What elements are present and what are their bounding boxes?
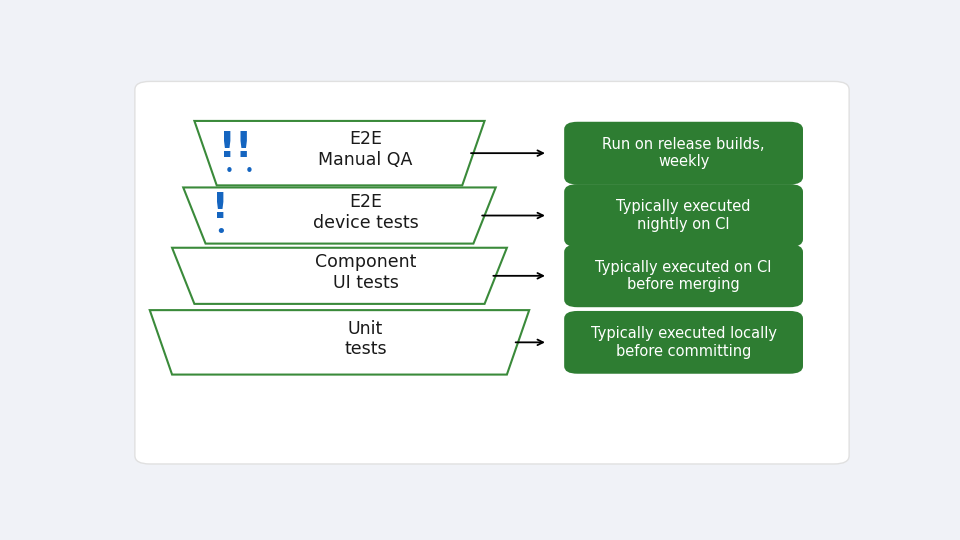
FancyBboxPatch shape: [564, 122, 803, 185]
FancyBboxPatch shape: [564, 311, 803, 374]
Text: Typically executed
nightly on CI: Typically executed nightly on CI: [616, 199, 751, 232]
Text: Typically executed locally
before committing: Typically executed locally before commit…: [590, 326, 777, 359]
Text: E2E
Manual QA: E2E Manual QA: [319, 131, 413, 169]
Text: !!: !!: [219, 130, 252, 164]
Text: !: !: [212, 191, 228, 225]
Text: Typically executed on CI
before merging: Typically executed on CI before merging: [595, 260, 772, 292]
FancyBboxPatch shape: [134, 82, 850, 464]
Text: •: •: [215, 223, 226, 241]
Text: Unit
tests: Unit tests: [345, 320, 387, 359]
Text: E2E
device tests: E2E device tests: [313, 193, 419, 232]
Text: •: •: [244, 164, 253, 179]
Text: Run on release builds,
weekly: Run on release builds, weekly: [602, 137, 765, 170]
Polygon shape: [150, 310, 529, 375]
Polygon shape: [183, 187, 495, 244]
FancyBboxPatch shape: [564, 184, 803, 247]
Text: •: •: [225, 164, 234, 179]
FancyBboxPatch shape: [564, 245, 803, 307]
Polygon shape: [172, 248, 507, 304]
Polygon shape: [194, 121, 485, 185]
Text: Component
UI tests: Component UI tests: [315, 253, 417, 292]
